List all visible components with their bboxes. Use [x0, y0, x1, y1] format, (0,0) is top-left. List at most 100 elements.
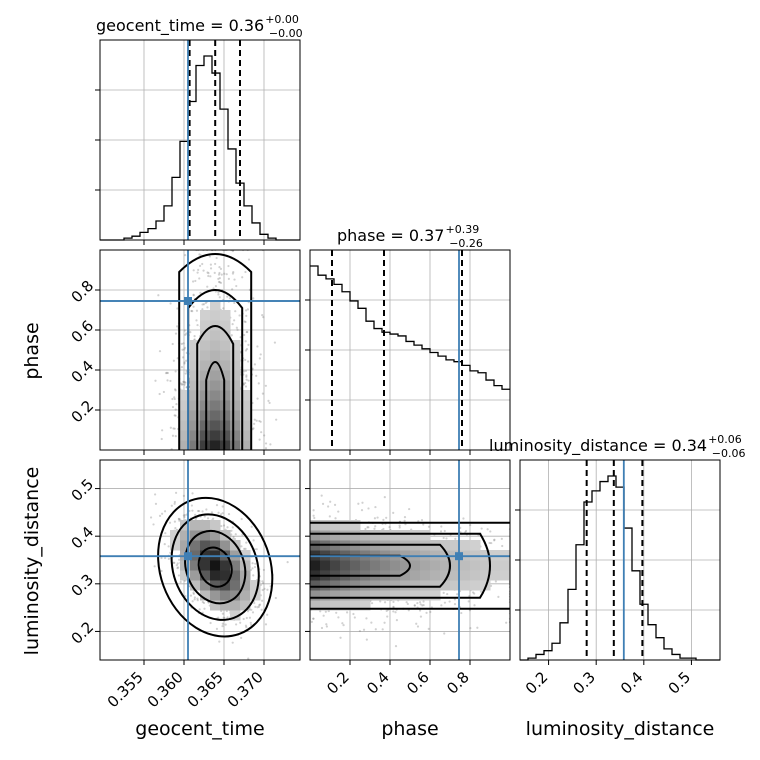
- scatter-point: [236, 328, 239, 331]
- histogram-luminosity_distance: [520, 475, 720, 661]
- scatter-point: [226, 616, 229, 619]
- density-cell: [420, 550, 431, 561]
- density-cell: [240, 440, 251, 450]
- scatter-point: [228, 297, 232, 300]
- density-cell: [410, 570, 421, 581]
- scatter-point: [367, 507, 370, 510]
- density-cell: [230, 400, 241, 411]
- scatter-point: [360, 509, 364, 512]
- scatter-point: [222, 616, 225, 619]
- scatter-point: [252, 297, 255, 300]
- scatter-point: [245, 375, 248, 378]
- scatter-point: [157, 294, 160, 297]
- density-cell: [410, 550, 421, 561]
- scatter-point: [204, 301, 207, 305]
- scatter-point: [217, 293, 220, 296]
- scatter-point: [154, 502, 158, 505]
- scatter-point: [312, 509, 315, 512]
- scatter-point: [222, 524, 226, 527]
- scatter-point: [327, 505, 330, 508]
- scatter-point: [442, 591, 445, 595]
- xtick-label-luminosity_distance: 0.4: [617, 668, 647, 698]
- scatter-point: [206, 517, 210, 520]
- density-cell: [190, 380, 201, 391]
- scatter-point: [244, 309, 248, 312]
- scatter-point: [256, 606, 259, 609]
- density-cell: [240, 420, 251, 431]
- scatter-point: [158, 514, 162, 517]
- density-cell: [410, 580, 421, 591]
- scatter-point: [319, 610, 322, 613]
- scatter-point: [163, 543, 166, 546]
- scatter-point: [353, 616, 356, 619]
- density-cell: [430, 560, 441, 571]
- scatter-point: [226, 295, 229, 298]
- density-cell: [190, 530, 201, 541]
- scatter-point: [183, 346, 187, 349]
- density-cell: [240, 600, 251, 611]
- scatter-point: [398, 524, 401, 527]
- scatter-point: [223, 616, 226, 620]
- density-cell: [390, 580, 401, 591]
- density-cell: [400, 590, 411, 601]
- scatter-point: [170, 504, 173, 507]
- density-cell: [200, 590, 211, 601]
- scatter-point: [246, 308, 250, 311]
- scatter-point: [381, 628, 384, 631]
- scatter-point: [239, 621, 242, 624]
- scatter-point: [312, 514, 315, 517]
- density-cell: [440, 550, 451, 561]
- scatter-point: [246, 330, 249, 334]
- scatter-point: [182, 380, 185, 383]
- scatter-point: [471, 591, 475, 594]
- density-cell: [420, 570, 431, 581]
- scatter-point: [225, 273, 228, 276]
- scatter-point: [439, 530, 443, 533]
- scatter-point: [252, 427, 255, 430]
- scatter-point: [192, 294, 195, 297]
- scatter-point: [221, 625, 224, 628]
- density-layer: [149, 250, 510, 660]
- scatter-point: [258, 603, 261, 607]
- scatter-point: [219, 267, 223, 270]
- scatter-point: [171, 434, 175, 437]
- density-cell: [210, 590, 221, 601]
- scatter-point: [174, 526, 177, 530]
- density-cell: [400, 530, 411, 541]
- density-cell: [480, 550, 491, 561]
- scatter-point: [242, 370, 245, 373]
- density-cell: [430, 570, 441, 581]
- scatter-point: [374, 525, 377, 528]
- xtick-label-geocent_time: 0.355: [104, 668, 147, 711]
- density-cell: [230, 350, 241, 361]
- scatter-point: [440, 525, 443, 528]
- scatter-point: [174, 435, 177, 438]
- scatter-point: [243, 333, 246, 337]
- density-cell: [190, 550, 201, 561]
- density-cell: [220, 340, 231, 351]
- density-cell: [220, 320, 231, 331]
- scatter-point: [175, 564, 178, 567]
- scatter-point: [214, 262, 217, 266]
- scatter-point: [388, 526, 391, 529]
- scatter-point: [324, 610, 327, 613]
- scatter-point: [440, 604, 443, 607]
- scatter-point: [222, 307, 225, 310]
- density-cell: [210, 520, 221, 531]
- scatter-point: [152, 523, 155, 526]
- scatter-point: [219, 281, 223, 284]
- scatter-point: [218, 277, 221, 280]
- scatter-point: [263, 587, 266, 591]
- ytick-label-phase: 0.8: [68, 277, 98, 307]
- scatter-point: [261, 580, 264, 583]
- scatter-point: [198, 264, 202, 267]
- scatter-point: [179, 580, 182, 584]
- scatter-point: [172, 427, 175, 430]
- scatter-point: [253, 418, 256, 421]
- scatter-point: [427, 627, 430, 630]
- scatter-point: [251, 562, 254, 565]
- scatter-point: [268, 401, 271, 405]
- scatter-point: [266, 588, 269, 591]
- scatter-point: [209, 267, 213, 270]
- scatter-point: [383, 621, 386, 624]
